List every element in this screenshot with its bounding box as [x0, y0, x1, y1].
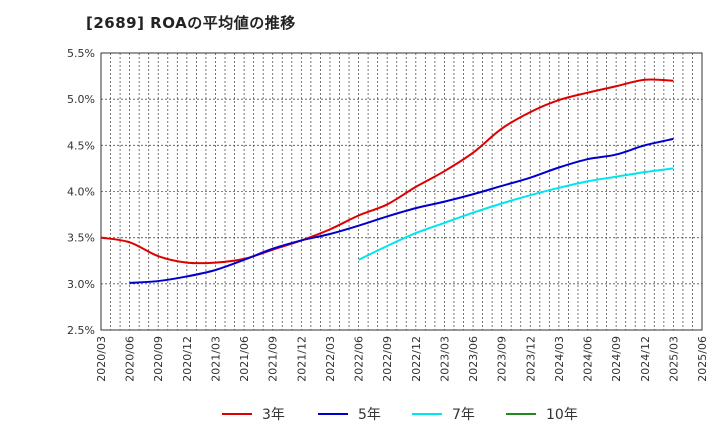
x-tick-label: 2025/06 — [696, 336, 709, 382]
x-tick-label: 2021/03 — [209, 336, 222, 382]
y-tick-label: 5.5% — [67, 47, 95, 60]
x-tick-label: 2023/09 — [496, 336, 509, 382]
x-tick-label: 2022/09 — [381, 336, 394, 382]
y-axis-ticks: 2.5% 3.0% 3.5% 4.0% 4.5% 5.0% 5.5% — [67, 47, 95, 337]
chart-title: [2689] ROAの平均値の推移 — [86, 14, 296, 32]
x-tick-label: 2020/09 — [152, 336, 165, 382]
y-tick-label: 2.5% — [67, 324, 95, 337]
x-tick-label: 2020/03 — [95, 336, 108, 382]
x-tick-label: 2023/12 — [524, 336, 537, 382]
series-line-1 — [129, 137, 674, 284]
x-tick-label: 2022/06 — [353, 336, 366, 382]
x-tick-label: 2024/03 — [553, 336, 566, 382]
y-tick-label: 3.0% — [67, 278, 95, 291]
x-tick-label: 2022/03 — [324, 336, 337, 382]
x-tick-label: 2021/12 — [295, 336, 308, 382]
legend-label-1: 5年 — [358, 407, 381, 423]
x-tick-label: 2024/06 — [582, 336, 595, 382]
y-tick-label: 4.0% — [67, 186, 95, 199]
plot-frame — [100, 52, 703, 331]
x-tick-label: 2023/06 — [467, 336, 480, 382]
series-lines — [100, 78, 674, 284]
x-tick-label: 2023/03 — [438, 336, 451, 382]
x-axis-ticks: 2020/03 2020/06 2020/09 2020/12 2021/03 2021/… — [95, 336, 709, 382]
legend-label-2: 7年 — [452, 407, 475, 423]
x-tick-label: 2020/06 — [124, 336, 137, 382]
legend-label-0: 3年 — [262, 407, 285, 423]
x-tick-label: 2021/09 — [267, 336, 280, 382]
x-tick-label: 2021/06 — [238, 336, 251, 382]
grid-lines — [100, 52, 703, 331]
x-tick-label: 2024/12 — [639, 336, 652, 382]
legend: 3年 5年 7年 10年 — [222, 407, 578, 423]
x-tick-label: 2020/12 — [181, 336, 194, 382]
series-line-0 — [100, 78, 674, 265]
x-tick-label: 2022/12 — [410, 336, 423, 382]
series-line-2 — [358, 167, 674, 261]
y-tick-label: 4.5% — [67, 139, 95, 152]
y-tick-label: 3.5% — [67, 232, 95, 245]
legend-label-3: 10年 — [546, 407, 578, 423]
y-tick-label: 5.0% — [67, 93, 95, 106]
x-tick-label: 2024/09 — [610, 336, 623, 382]
x-tick-label: 2025/03 — [667, 336, 680, 382]
